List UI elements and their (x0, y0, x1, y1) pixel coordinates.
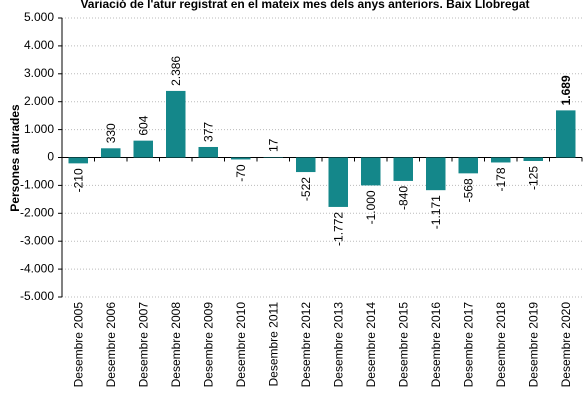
x-tick-label: Desembre 2015 (396, 302, 410, 388)
value-label: -1.000 (364, 190, 378, 224)
value-label: 604 (136, 115, 150, 135)
x-tick-label: Desembre 2017 (461, 302, 475, 388)
y-tick-label: 2.000 (24, 94, 54, 108)
x-tick-label: Desembre 2005 (71, 302, 85, 388)
value-label: 377 (201, 122, 215, 142)
x-tick-label: Desembre 2008 (169, 302, 183, 388)
value-label: -178 (494, 167, 508, 191)
x-tick-label: Desembre 2010 (234, 302, 248, 388)
value-label: -568 (461, 178, 475, 202)
y-tick-label: 3.000 (24, 66, 54, 80)
bar (231, 157, 251, 160)
x-tick-label: Desembre 2012 (299, 302, 313, 388)
y-tick-label: -1.000 (20, 178, 54, 192)
x-tick-label: Desembre 2011 (266, 302, 280, 387)
value-label: -840 (396, 186, 410, 210)
bar (133, 140, 153, 158)
bar (393, 157, 413, 181)
value-label: -1.171 (429, 195, 443, 229)
x-tick-label: Desembre 2013 (331, 302, 345, 388)
x-tick-label: Desembre 2016 (429, 302, 443, 388)
bar (101, 148, 121, 158)
bar (198, 146, 218, 158)
y-tick-label: 4.000 (24, 38, 54, 52)
value-label: -1.772 (331, 212, 345, 246)
value-label: 2.386 (169, 56, 183, 86)
x-tick-label: Desembre 2018 (494, 302, 508, 388)
bar (523, 157, 543, 161)
x-tick-label: Desembre 2009 (201, 302, 215, 388)
x-tick-label: Desembre 2007 (136, 302, 150, 388)
y-tick-label: 5.000 (24, 10, 54, 24)
bar (68, 157, 88, 164)
chart-title: Variació de l'atur registrat en el matei… (80, 0, 529, 11)
y-tick-label: -3.000 (20, 233, 54, 247)
value-label: -210 (71, 168, 85, 192)
x-tick-label: Desembre 2019 (526, 302, 540, 388)
bar (361, 157, 381, 186)
y-tick-label: -5.000 (20, 289, 54, 303)
x-tick-label: Desembre 2020 (559, 302, 573, 388)
value-label: 330 (104, 123, 118, 143)
value-label: 1.689 (559, 75, 573, 105)
x-tick-label: Desembre 2006 (104, 302, 118, 388)
bar (458, 157, 478, 174)
bar (491, 157, 511, 163)
bar (296, 157, 316, 173)
bar (328, 157, 348, 207)
y-tick-label: 1.000 (24, 122, 54, 136)
value-label: -125 (526, 166, 540, 190)
bar (166, 90, 186, 158)
y-tick-label: -4.000 (20, 261, 54, 275)
y-tick-label: -2.000 (20, 205, 54, 219)
bar (426, 157, 446, 191)
x-tick-label: Desembre 2014 (364, 302, 378, 388)
value-label: -70 (234, 164, 248, 182)
value-label: -522 (299, 177, 313, 201)
y-axis-label: Persones aturades (8, 104, 22, 212)
bar (556, 110, 576, 158)
value-label: 17 (266, 138, 280, 152)
y-tick-label: 0 (47, 150, 54, 164)
